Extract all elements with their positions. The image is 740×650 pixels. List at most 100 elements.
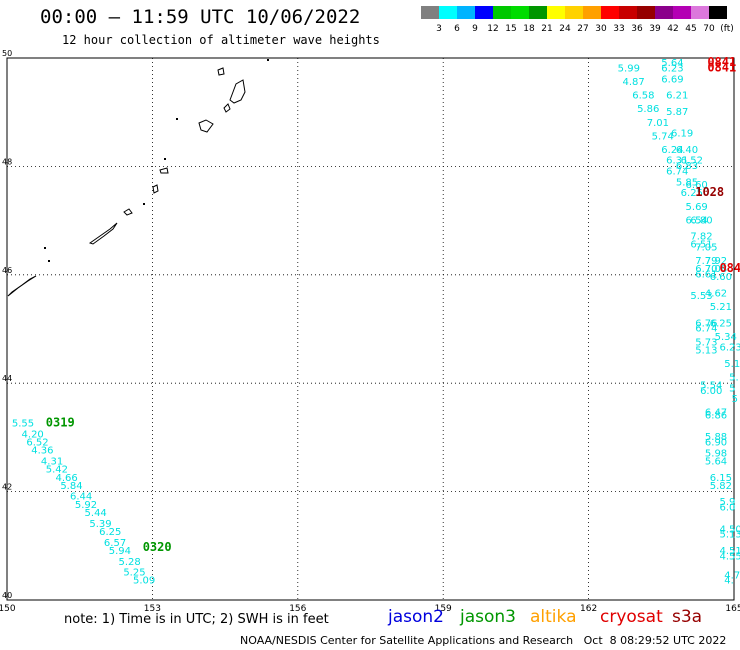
y-tick-label: 40 <box>2 591 12 600</box>
wave-height-value: 5.82 <box>710 481 732 492</box>
legend-label: 12 <box>487 24 498 34</box>
wave-height-value: 5.53 <box>690 291 712 302</box>
wave-height-value: 7.79 <box>695 256 717 267</box>
legend-label: 3 <box>436 24 442 34</box>
wave-height-value: 5.84 <box>60 481 82 492</box>
wave-height-value: 6.60 <box>710 272 732 283</box>
wave-height-value: 6.57 <box>104 538 126 549</box>
legend-swatch <box>475 6 493 19</box>
legend-label: 33 <box>613 24 624 34</box>
y-tick-label: 42 <box>2 483 12 492</box>
wave-height-value: 6.52 <box>26 438 48 449</box>
chart-subtitle: 12 hour collection of altimeter wave hei… <box>62 33 380 47</box>
wave-height-value: 5.92 <box>75 500 97 511</box>
wave-height-value: 4.7 <box>724 570 740 581</box>
legend-swatch <box>709 6 727 19</box>
wave-height-value: 7.92 <box>705 256 727 267</box>
wave-height-value: 4.31 <box>41 457 63 468</box>
wave-height-value: 5.21 <box>710 302 732 313</box>
wave-height-value: 5.87 <box>666 107 688 118</box>
islet-dot <box>143 203 145 205</box>
pass-time-label: 0841 <box>719 261 740 275</box>
wave-height-value: 4.51 <box>719 546 740 557</box>
pass-time-label: 1028 <box>695 185 724 199</box>
islet-dot <box>164 158 166 160</box>
legend-label: 42 <box>667 24 678 34</box>
footer-note: note: 1) Time is in UTC; 2) SWH is in fe… <box>64 612 329 627</box>
legend-label: 18 <box>523 24 535 34</box>
wave-height-value: 5.1 <box>724 359 740 370</box>
wave-height-value: 6.74 <box>666 167 688 178</box>
wave-height-value: 5.64 <box>661 58 683 69</box>
plot-frame <box>6 57 735 601</box>
wave-height-value: 6.31 <box>666 156 688 167</box>
wave-height-value: 7.08 <box>705 264 727 275</box>
wave-height-value: 4.87 <box>623 77 645 88</box>
wave-height-value: 7.05 <box>695 242 717 253</box>
legend-label: 27 <box>577 24 588 34</box>
satellite-cryosat-label: cryosat <box>600 607 663 627</box>
wave-height-value: 5.74 <box>652 131 674 142</box>
wave-height-value: 5.39 <box>89 519 111 530</box>
legend-label: 36 <box>631 24 643 34</box>
wave-height-value: 4.66 <box>55 473 77 484</box>
islet-dot <box>176 118 178 120</box>
wave-height-value: 6.69 <box>661 74 683 85</box>
wave-height-value: 4.36 <box>31 446 53 457</box>
wave-height-value: 6.25 <box>681 188 703 199</box>
wave-height-value: 5.55 <box>12 419 34 430</box>
chart-title: 00:00 – 11:59 UTC 10/06/2022 <box>40 6 361 28</box>
x-tick-label: 165 <box>725 604 740 614</box>
legend-swatch <box>439 6 457 19</box>
legend-label: (ft) <box>720 24 734 34</box>
wave-height-value: 6.40 <box>676 145 698 156</box>
y-tick-label: 48 <box>2 157 12 166</box>
wave-height-value: 6.23 <box>661 64 683 75</box>
wave-height-value: 6.15 <box>710 473 732 484</box>
wave-height-value: 6.54 <box>686 215 708 226</box>
wave-height-value: 6.74 <box>695 324 717 335</box>
wave-height-value: 6.47 <box>705 408 727 419</box>
wave-height-value: 6.86 <box>705 410 727 421</box>
wave-height-value: 5.98 <box>705 448 727 459</box>
legend-swatch <box>565 6 583 19</box>
legend-swatch <box>619 6 637 19</box>
coastline <box>217 67 225 76</box>
wave-height-value: 5.13 <box>695 345 717 356</box>
wave-height-value: 5.44 <box>85 508 107 519</box>
legend-label: 30 <box>595 24 607 34</box>
wave-height-value: 7.82 <box>690 232 712 243</box>
pass-time-label: 0319 <box>46 416 75 430</box>
wave-height-value: 5.99 <box>618 64 640 75</box>
wave-height-value: 5.73 <box>695 337 717 348</box>
wave-height-value: 4.62 <box>705 288 727 299</box>
wave-height-value: 5.54 <box>700 381 722 392</box>
pass-time-label: 0841 <box>707 55 736 69</box>
wave-height-value: 5.86 <box>637 104 659 115</box>
wave-height-value: 6.0 <box>719 503 735 514</box>
wave-height-value: 5.42 <box>46 465 68 476</box>
credit-line: NOAA/NESDIS Center for Satellite Applica… <box>240 634 727 647</box>
legend-label: 24 <box>559 24 571 34</box>
wave-height-value: 6.61 <box>695 270 717 281</box>
legend-label: 70 <box>703 24 715 34</box>
wave-height-value: 4.20 <box>22 429 44 440</box>
wave-height-value: 6.52 <box>681 156 703 167</box>
wave-height-value: 4.55 <box>719 551 740 562</box>
wave-height-value: 5.25 <box>123 568 145 579</box>
wave-height-value: 6.00 <box>700 386 722 397</box>
legend-label: 21 <box>541 24 552 34</box>
legend-label: 15 <box>505 24 516 34</box>
legend-swatch <box>547 6 565 19</box>
pass-time-label: 0320 <box>143 540 172 554</box>
y-tick-label: 46 <box>2 266 12 275</box>
wave-height-value: 5. <box>729 372 739 383</box>
legend-swatch <box>457 6 475 19</box>
wave-height-value: 5.85 <box>676 177 698 188</box>
satellite-s3a-label: s3a <box>672 607 703 627</box>
x-tick-label: 150 <box>0 604 16 614</box>
wave-height-value: 6.70 <box>695 264 717 275</box>
wave-height-value: 5.9 <box>719 497 735 508</box>
legend-swatch <box>529 6 547 19</box>
